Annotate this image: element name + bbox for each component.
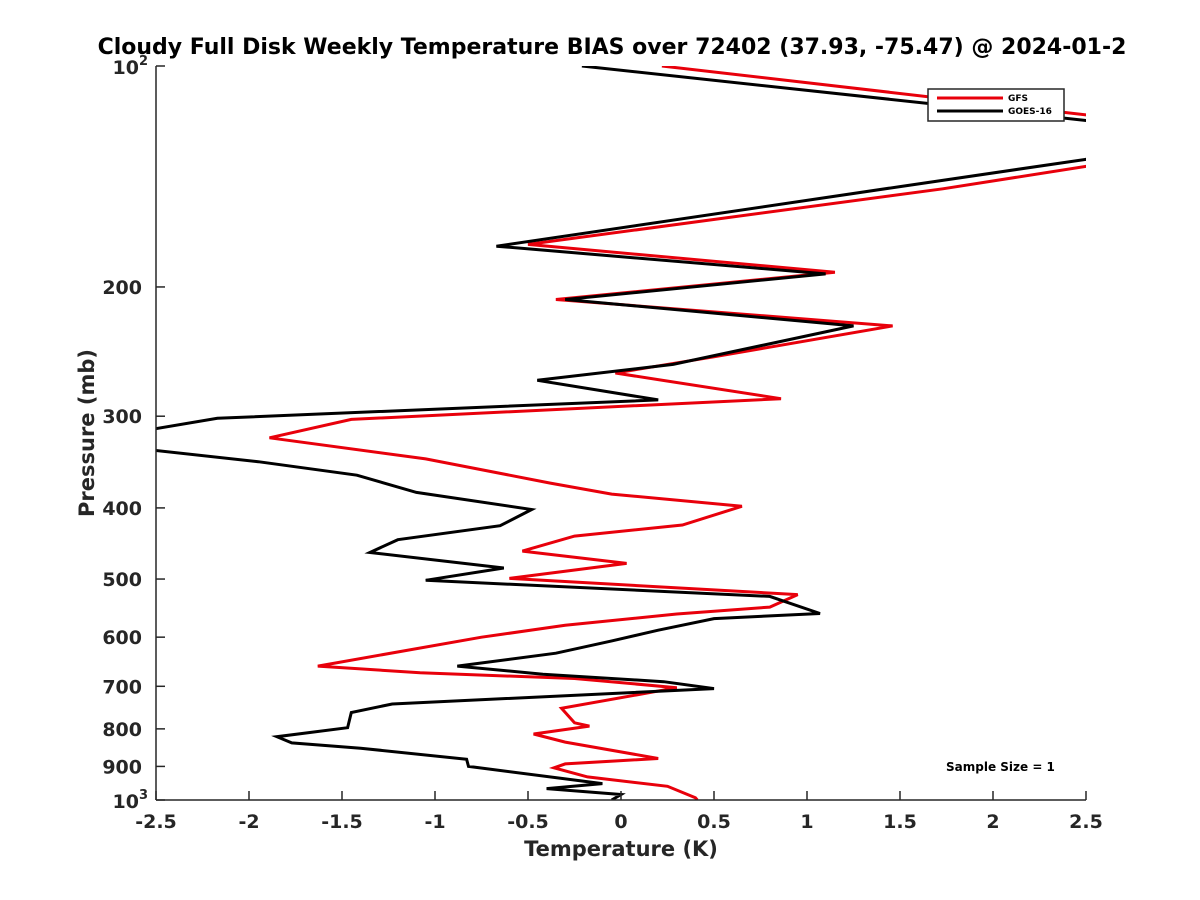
- y-tick-label: 300: [102, 406, 142, 428]
- x-tick-label: -1: [424, 811, 445, 833]
- y-tick-label: 102: [113, 54, 149, 79]
- y-axis-label: Pressure (mb): [75, 349, 99, 517]
- legend-label-gfs: GFS: [1008, 94, 1028, 104]
- x-tick-label: 0.5: [697, 811, 731, 833]
- x-tick-label: 1: [800, 811, 813, 833]
- legend: GFS GOES-16: [927, 88, 1065, 122]
- y-tick-label: 500: [102, 569, 142, 591]
- x-tick-label: 1.5: [883, 811, 917, 833]
- x-tick-label: 2: [986, 811, 999, 833]
- x-tick-label: -1.5: [321, 811, 363, 833]
- series-line-goes16: [156, 66, 1086, 800]
- y-tick-label: 200: [102, 277, 142, 299]
- series-layer: [156, 66, 1086, 800]
- y-axis-ticks: 102 200 300 400 500 600 700 800 900 103: [102, 54, 165, 813]
- chart-title: Cloudy Full Disk Weekly Temperature BIAS…: [98, 35, 1127, 60]
- y-tick-label: 700: [102, 676, 142, 698]
- x-tick-label: 2.5: [1069, 811, 1103, 833]
- x-axis-label: Temperature (K): [524, 837, 718, 861]
- x-tick-label: -2: [238, 811, 259, 833]
- legend-label-goes16: GOES-16: [1008, 107, 1052, 117]
- y-tick-label: 103: [113, 788, 149, 813]
- y-tick-label: 400: [102, 498, 142, 520]
- y-tick-label: 800: [102, 719, 142, 741]
- x-tick-label: -2.5: [135, 811, 177, 833]
- sample-size-annotation: Sample Size = 1: [946, 760, 1055, 774]
- legend-box: [927, 88, 1065, 122]
- y-tick-label: 900: [102, 756, 142, 778]
- x-axis-ticks: -2.5 -2 -1.5 -1 -0.5 0 0.5 1 1.5 2 2.5: [135, 791, 1103, 833]
- x-tick-label: -0.5: [507, 811, 549, 833]
- y-tick-label: 600: [102, 627, 142, 649]
- x-tick-label: 0: [614, 811, 627, 833]
